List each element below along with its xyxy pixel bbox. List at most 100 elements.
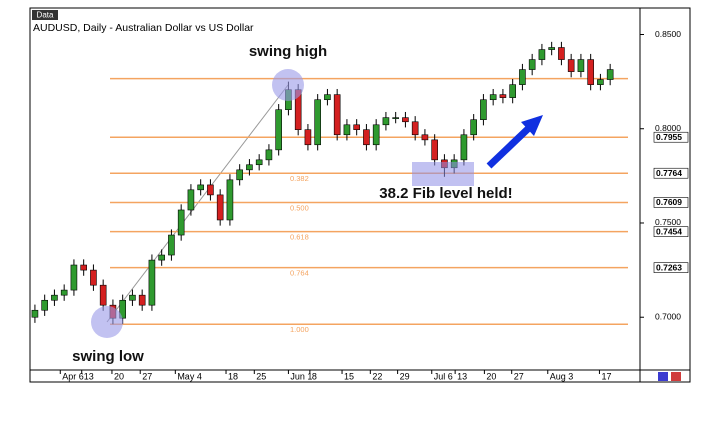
fib-ratio-label: 0.382 <box>290 174 309 183</box>
candle-body <box>460 134 468 161</box>
candle-body <box>372 124 380 146</box>
candle-body <box>343 124 351 136</box>
fib-price-label: 0.7609 <box>656 197 682 207</box>
candle-body <box>197 184 204 191</box>
candle-body <box>480 99 487 120</box>
x-tick-label: 29 <box>400 371 410 381</box>
candle-body <box>80 264 87 271</box>
candle-body <box>304 129 312 146</box>
candle-body <box>392 117 399 119</box>
candle-body <box>90 269 97 286</box>
candle-body <box>31 309 39 318</box>
candle-body <box>411 121 419 136</box>
candle-body <box>275 109 282 151</box>
candle-body <box>421 134 429 141</box>
y-tick-label: 0.7000 <box>655 311 681 321</box>
candle-body <box>509 84 516 98</box>
candle-body <box>577 59 585 72</box>
fib-trend-line <box>106 84 289 323</box>
x-tick-label: 15 <box>344 371 354 381</box>
annotation: 38.2 Fib level held! <box>379 185 512 202</box>
chart-title: AUDUSD, Daily - Australian Dollar vs US … <box>33 22 254 34</box>
x-tick-label: 13 <box>84 371 94 381</box>
candle-body <box>382 117 390 126</box>
candle-body <box>236 169 243 181</box>
candle-body <box>216 194 224 221</box>
candle-body <box>41 299 48 311</box>
fib-price-box <box>653 167 689 179</box>
axis-button[interactable] <box>658 372 668 381</box>
candle-body <box>548 47 555 50</box>
annotation: swing high <box>249 43 327 60</box>
y-tick-label: 0.8500 <box>655 29 681 39</box>
candle-body <box>519 69 526 85</box>
fib-price-label: 0.7263 <box>656 262 682 272</box>
candle-body <box>402 117 409 123</box>
x-tick-label: 13 <box>457 371 467 381</box>
fib-price-label: 0.7955 <box>656 132 682 142</box>
candle-body <box>470 119 477 136</box>
axis-button[interactable] <box>671 372 681 381</box>
candle-body <box>499 94 507 98</box>
x-tick-label: May 4 <box>177 371 202 381</box>
candle-body <box>51 294 58 301</box>
badge-box <box>32 10 58 20</box>
candle-body <box>158 254 165 261</box>
x-tick-label: 18 <box>228 371 238 381</box>
x-tick-label: 17 <box>601 371 611 381</box>
fib-ratio-label: 0.618 <box>290 233 309 242</box>
x-tick-label: 27 <box>142 371 152 381</box>
x-tick-label: Jun 1 <box>290 371 312 381</box>
candle-body <box>129 294 136 301</box>
candle-body <box>324 94 331 101</box>
candle-body <box>148 259 156 306</box>
candle-body <box>587 59 594 85</box>
candle-body <box>177 209 185 236</box>
swing-low-marker <box>91 306 123 338</box>
candle-body <box>119 299 126 319</box>
candle-body <box>538 49 546 60</box>
candle-body <box>99 284 107 306</box>
x-tick-label: Aug 3 <box>550 371 574 381</box>
candle-body <box>168 234 175 256</box>
fib-price-label: 0.7764 <box>656 168 682 178</box>
candle-body <box>265 149 273 161</box>
y-tick-label: 0.8000 <box>655 123 681 133</box>
swing-high-marker <box>272 69 304 101</box>
fib-price-box <box>653 131 689 143</box>
fib-ratio-label: 1.000 <box>290 325 309 334</box>
hold-highlight <box>412 162 474 186</box>
candle-body <box>246 164 253 171</box>
candle-body <box>226 179 234 221</box>
candle-body <box>606 69 614 80</box>
up-arrow <box>486 122 535 169</box>
candle-body <box>489 94 497 101</box>
badge: Data <box>37 11 54 20</box>
fib-ratio-label: 0.764 <box>290 269 309 278</box>
candle-body <box>567 59 575 72</box>
annotation: swing low <box>72 348 144 365</box>
candle-body <box>314 99 321 146</box>
x-tick-label: 20 <box>486 371 496 381</box>
x-tick-label: Jul 6 <box>434 371 453 381</box>
x-tick-label: 20 <box>114 371 124 381</box>
fib-price-box <box>653 262 689 273</box>
fib-price-box <box>653 226 689 237</box>
candle-body <box>187 189 195 211</box>
fib-ratio-label: 0.500 <box>290 203 309 212</box>
candle-body <box>207 184 214 196</box>
candle-body <box>363 129 370 146</box>
fib-price-box <box>653 197 689 208</box>
x-tick-label: Apr 6 <box>62 371 84 381</box>
candle-body <box>528 59 536 70</box>
x-tick-label: 22 <box>372 371 382 381</box>
up-arrow-head <box>521 115 543 136</box>
candle-body <box>558 47 565 60</box>
candle-body <box>138 294 146 306</box>
x-tick-label: 27 <box>514 371 524 381</box>
x-tick-label: 8 <box>312 371 317 381</box>
candle-body <box>60 289 68 296</box>
fib-price-label: 0.7454 <box>656 226 682 236</box>
